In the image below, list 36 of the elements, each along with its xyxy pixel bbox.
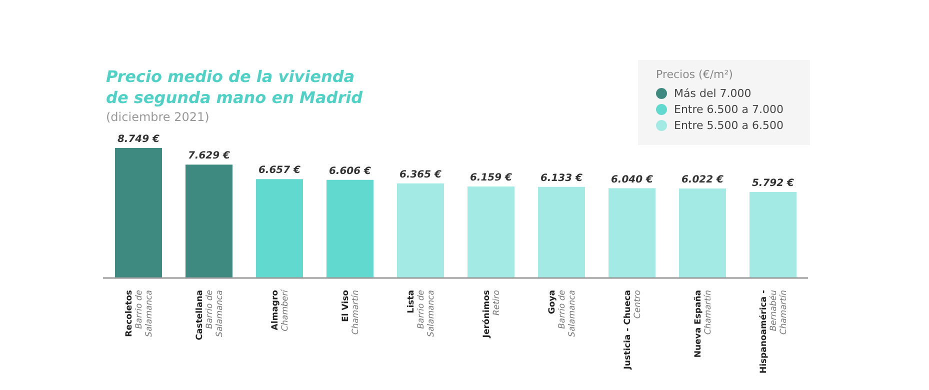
data-label: 7.629 € [188,150,230,162]
data-label: 6.133 € [540,172,583,184]
x-tick-label: Almagro Chamberí [270,288,290,332]
x-tick-label: Castellana Barrio de Salamanca [194,290,225,340]
bar [185,164,232,278]
data-label: 6.022 € [681,174,724,186]
bar [467,186,514,278]
data-label: 6.657 € [258,165,301,176]
legend-label: Entre 6.500 a 7.000 [674,103,784,116]
chart-subtitle: (diciembre 2021) [106,110,210,124]
legend-label: Entre 5.500 a 6.500 [674,119,784,132]
data-label: 5.792 € [752,178,794,189]
legend-title: Precios (€/m²) [656,68,734,81]
data-label: 6.365 € [399,169,442,180]
x-tick-label: Goya Barrio de Salamanca [547,290,578,337]
bar [396,183,444,278]
data-label: 8.749 € [117,134,160,145]
chart-title: Precio medio de la vivienda de segunda mano en Madrid [106,66,364,108]
x-tick-label: Recoletos Barrio de Salamanca [124,290,154,337]
bar [114,148,162,278]
data-label: 6.606 € [328,166,372,177]
x-tick-label: Nueva España Chamartín [693,290,714,358]
legend-label: Más del 7.000 [674,87,752,100]
x-tick-label: El Viso Chamartín [340,290,361,335]
x-tick-label: Lista Barrio de Salamanca [406,290,436,337]
x-tick-label: Hispanoamérica - Bernabéu Chamartín [758,290,789,374]
bar [326,180,374,278]
x-tick-label: Justicia - Chueca Centro [622,290,643,370]
data-label: 6.040 € [610,174,654,186]
x-tick-label: Jerónimos Retiro [482,290,502,339]
bar [678,188,726,278]
data-label: 6.159 € [470,172,512,184]
bar [749,192,796,278]
bar [538,186,585,278]
bar [256,179,303,278]
bar [608,188,656,278]
